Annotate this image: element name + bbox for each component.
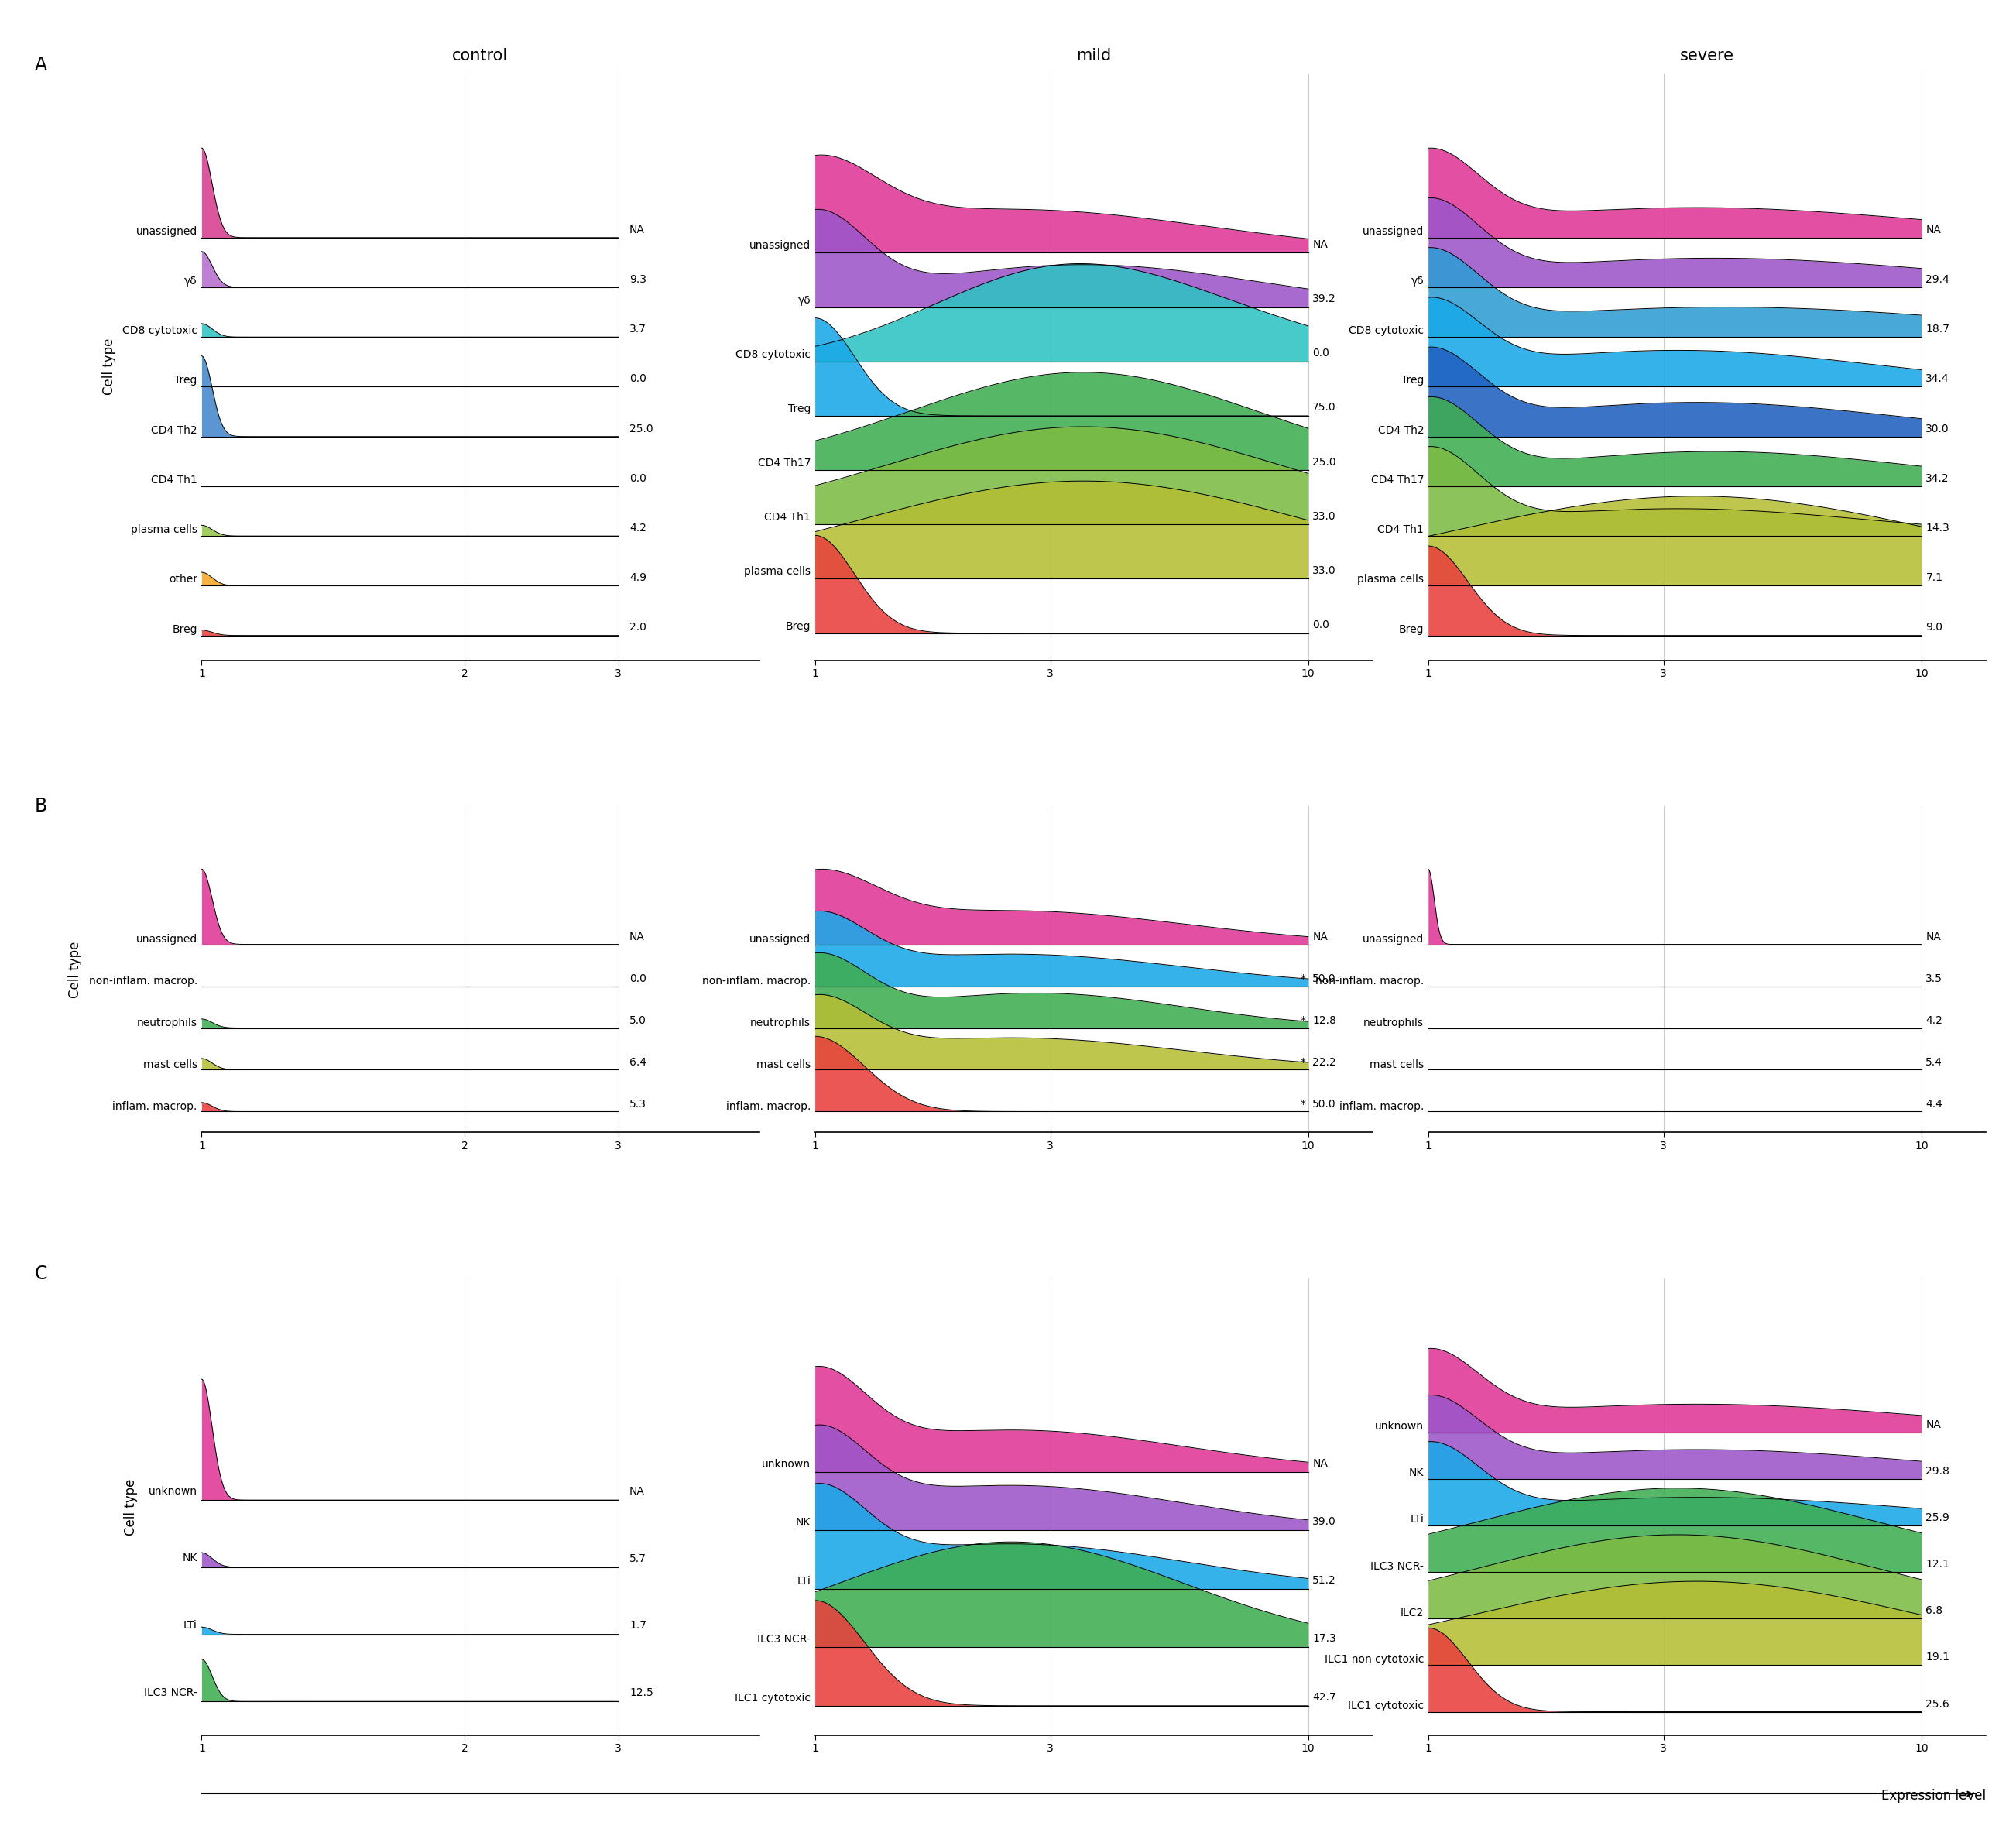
Text: 3.7: 3.7: [629, 323, 647, 334]
Text: 12.1: 12.1: [1925, 1559, 1949, 1570]
Text: 7.1: 7.1: [1925, 573, 1943, 584]
Text: 2.0: 2.0: [629, 622, 647, 633]
Text: 4.2: 4.2: [1925, 1015, 1943, 1026]
Text: NA: NA: [629, 224, 645, 235]
Text: 33.0: 33.0: [1312, 565, 1337, 577]
Title: mild: mild: [1077, 48, 1111, 64]
Text: 75.0: 75.0: [1312, 402, 1337, 413]
Text: NA: NA: [629, 931, 645, 942]
Y-axis label: Cell type: Cell type: [123, 1478, 137, 1535]
Text: B: B: [34, 797, 46, 815]
Text: 29.8: 29.8: [1925, 1465, 1949, 1476]
Text: 22.2: 22.2: [1312, 1058, 1337, 1069]
Text: 5.3: 5.3: [629, 1098, 647, 1109]
Text: 4.4: 4.4: [1925, 1098, 1943, 1109]
Text: NA: NA: [629, 1485, 645, 1496]
Text: 1.7: 1.7: [629, 1619, 647, 1630]
Text: 18.7: 18.7: [1925, 323, 1949, 334]
Text: 0.0: 0.0: [629, 474, 647, 483]
Text: 5.7: 5.7: [629, 1553, 647, 1564]
Text: 6.4: 6.4: [629, 1058, 647, 1069]
Text: 14.3: 14.3: [1925, 523, 1949, 534]
Text: 34.2: 34.2: [1925, 474, 1949, 483]
Text: 39.0: 39.0: [1312, 1517, 1337, 1528]
Text: Expression level: Expression level: [1881, 1788, 1986, 1803]
Text: *: *: [1300, 1098, 1306, 1109]
Text: 39.2: 39.2: [1312, 294, 1337, 305]
Text: 51.2: 51.2: [1312, 1575, 1337, 1586]
Title: control: control: [452, 48, 508, 64]
Text: 25.0: 25.0: [629, 422, 653, 433]
Text: 25.9: 25.9: [1925, 1513, 1949, 1524]
Text: 4.2: 4.2: [629, 523, 647, 534]
Y-axis label: Cell type: Cell type: [69, 942, 83, 997]
Text: 5.0: 5.0: [629, 1015, 647, 1026]
Text: 19.1: 19.1: [1925, 1652, 1949, 1663]
Text: 29.4: 29.4: [1925, 274, 1949, 285]
Text: NA: NA: [1312, 239, 1329, 250]
Text: 50.0: 50.0: [1312, 973, 1337, 984]
Text: NA: NA: [1312, 1458, 1329, 1469]
Text: 30.0: 30.0: [1925, 422, 1949, 433]
Text: 33.0: 33.0: [1312, 510, 1337, 521]
Text: NA: NA: [1925, 1419, 1941, 1430]
Text: A: A: [34, 55, 46, 75]
Text: 6.8: 6.8: [1925, 1605, 1943, 1616]
Text: 12.8: 12.8: [1312, 1015, 1337, 1026]
Text: C: C: [34, 1265, 46, 1283]
Text: 0.0: 0.0: [1312, 619, 1329, 630]
Text: NA: NA: [1925, 931, 1941, 942]
Text: 3.5: 3.5: [1925, 973, 1943, 984]
Text: 0.0: 0.0: [629, 373, 647, 384]
Text: 0.0: 0.0: [629, 973, 647, 984]
Text: 25.0: 25.0: [1312, 457, 1337, 468]
Text: 4.9: 4.9: [629, 573, 647, 584]
Text: NA: NA: [1312, 931, 1329, 942]
Text: 50.0: 50.0: [1312, 1098, 1337, 1109]
Text: 17.3: 17.3: [1312, 1634, 1337, 1645]
Text: *: *: [1300, 1058, 1306, 1069]
Text: 42.7: 42.7: [1312, 1693, 1337, 1702]
Text: 0.0: 0.0: [1312, 347, 1329, 358]
Title: severe: severe: [1679, 48, 1734, 64]
Text: NA: NA: [1925, 224, 1941, 235]
Text: 9.0: 9.0: [1925, 622, 1943, 633]
Text: *: *: [1300, 1015, 1306, 1026]
Text: 9.3: 9.3: [629, 274, 647, 285]
Text: 12.5: 12.5: [629, 1687, 653, 1698]
Text: 34.4: 34.4: [1925, 373, 1949, 384]
Y-axis label: Cell type: Cell type: [103, 338, 115, 395]
Text: 5.4: 5.4: [1925, 1058, 1943, 1069]
Text: 25.6: 25.6: [1925, 1698, 1949, 1709]
Text: *: *: [1300, 973, 1306, 984]
